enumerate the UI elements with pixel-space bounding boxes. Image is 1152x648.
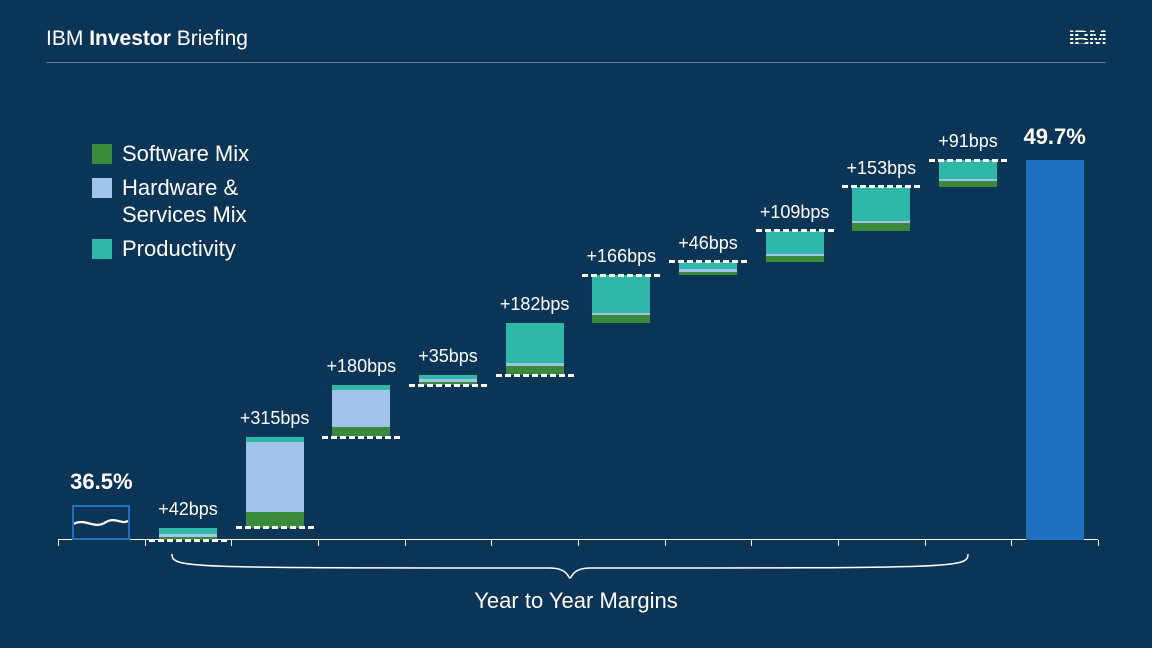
bar-segment — [852, 187, 910, 222]
connector-dash — [496, 374, 574, 377]
start-bar — [72, 505, 130, 540]
connector-dash — [756, 229, 834, 232]
axis-tick — [578, 540, 579, 546]
bar-segment — [679, 269, 737, 271]
bar-segment — [939, 179, 997, 181]
bar-label: +182bps — [500, 294, 570, 315]
connector-dash — [929, 159, 1007, 162]
end-label: 49.7% — [1023, 124, 1085, 150]
axis-tick — [1011, 540, 1012, 546]
bar-label: +166bps — [587, 246, 657, 267]
bar-segment — [332, 390, 390, 427]
axis-tick — [58, 540, 59, 546]
bar-segment — [679, 272, 737, 275]
connector-dash — [149, 539, 227, 542]
bar-segment — [766, 256, 824, 262]
bar-segment — [852, 221, 910, 223]
axis-tick — [405, 540, 406, 546]
axis-tick — [1098, 540, 1099, 546]
connector-dash — [669, 260, 747, 263]
bar-label: +109bps — [760, 202, 830, 223]
bar-segment — [246, 442, 304, 513]
bar-label: +315bps — [240, 408, 310, 429]
ibm-logo: IBM — [1069, 26, 1106, 52]
bar-segment — [159, 534, 217, 537]
bar-segment — [592, 275, 650, 312]
bar-segment — [159, 528, 217, 534]
bar-segment — [592, 313, 650, 315]
y2y-bracket — [170, 552, 970, 580]
bar-segment — [332, 385, 390, 389]
axis-tick — [145, 540, 146, 546]
connector-dash — [582, 274, 660, 277]
bar-label: +180bps — [327, 356, 397, 377]
axis-tick — [751, 540, 752, 546]
start-label: 36.5% — [70, 469, 132, 495]
connector-dash — [409, 384, 487, 387]
bar-label: +46bps — [678, 233, 738, 254]
bar-segment — [419, 379, 477, 382]
connector-dash — [842, 185, 920, 188]
end-bar — [1026, 160, 1084, 540]
connector-dash — [236, 526, 314, 529]
connector-dash — [322, 436, 400, 439]
header-company: IBM — [46, 27, 83, 50]
bar-label: +91bps — [938, 131, 998, 152]
bar-segment — [419, 375, 477, 379]
bar-segment — [246, 437, 304, 441]
bar-segment — [766, 231, 824, 254]
axis-tick — [491, 540, 492, 546]
axis-tick — [231, 540, 232, 546]
axis-tick — [925, 540, 926, 546]
header-title: IBM Investor Briefing — [46, 27, 248, 51]
y2y-label: Year to Year Margins — [474, 588, 677, 614]
bar-segment — [852, 223, 910, 230]
header: IBM Investor Briefing IBM — [46, 26, 1106, 63]
bar-segment — [506, 323, 564, 363]
bar-label: +35bps — [418, 346, 478, 367]
axis-tick — [838, 540, 839, 546]
chart-area: 36.5% +42bps +315bps +180bps +35bps +182bps +1… — [58, 160, 1098, 540]
bar-segment — [939, 181, 997, 186]
axis-tick — [318, 540, 319, 546]
bar-segment — [939, 160, 997, 179]
bar-label: +153bps — [847, 158, 917, 179]
axis-tick — [665, 540, 666, 546]
bar-segment — [506, 363, 564, 366]
bar-segment — [766, 254, 824, 256]
header-sub: Briefing — [177, 27, 248, 50]
bar-segment — [592, 315, 650, 323]
bar-label: +42bps — [158, 499, 218, 520]
header-bold: Investor — [89, 27, 171, 50]
